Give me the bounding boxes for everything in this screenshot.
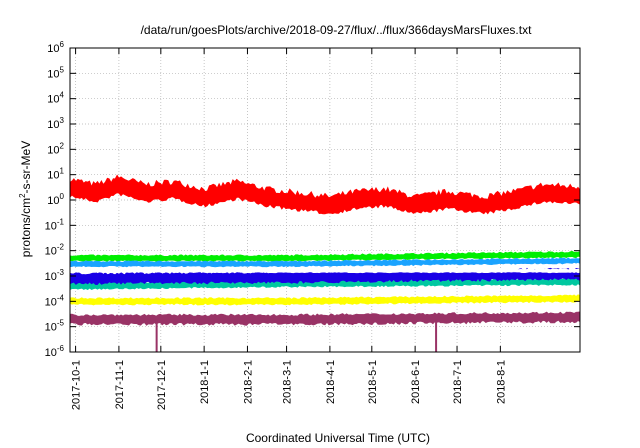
y-tick-label: 102 xyxy=(47,141,64,156)
x-tick-label: 2018-5-1 xyxy=(367,360,379,404)
y-tick-label: 10-2 xyxy=(45,243,65,258)
x-tick-label: 2018-6-1 xyxy=(410,360,422,404)
x-tick-label: 2018-8-1 xyxy=(495,360,507,404)
x-axis-label: Coordinated Universal Time (UTC) xyxy=(246,431,430,445)
y-tick-label: 101 xyxy=(47,167,64,182)
y-tick-label: 105 xyxy=(47,65,64,80)
y-tick-label: 103 xyxy=(47,116,64,131)
series-layer xyxy=(69,174,581,352)
y-tick-label: 104 xyxy=(47,91,64,106)
y-tick-label: 10-4 xyxy=(45,293,65,308)
y-tick-label: 100 xyxy=(47,192,64,207)
y-tick-label: 10-6 xyxy=(45,344,65,359)
plot-frame xyxy=(69,47,581,353)
y-tick-label: 10-3 xyxy=(45,268,65,283)
x-tick-label: 2018-2-1 xyxy=(242,360,254,404)
x-tick-label: 2018-4-1 xyxy=(325,360,337,404)
y-tick-label: 10-1 xyxy=(45,217,65,232)
y-axis-label: protons/cm2-s-sr-MeV xyxy=(18,141,33,257)
axis-layer: 10-6 10-5 10-4 10-3 10-2 10-1 100 101 102 103 104 1… xyxy=(45,40,580,410)
x-tick-label: 2018-3-1 xyxy=(282,360,294,404)
x-tick-label: 2017-11-1 xyxy=(114,360,126,409)
y-tick-label: 106 xyxy=(47,40,64,55)
series-band-5 xyxy=(69,268,581,274)
x-tick-label: 2018-7-1 xyxy=(452,360,464,404)
x-tick-label: 2017-10-1 xyxy=(71,360,83,410)
y-tick-label: 10-5 xyxy=(45,319,65,334)
x-tick-label: 2017-12-1 xyxy=(156,360,168,410)
chart-title: /data/run/goesPlots/archive/2018-09-27/f… xyxy=(141,23,533,37)
x-tick-label: 2018-1-1 xyxy=(199,360,211,404)
